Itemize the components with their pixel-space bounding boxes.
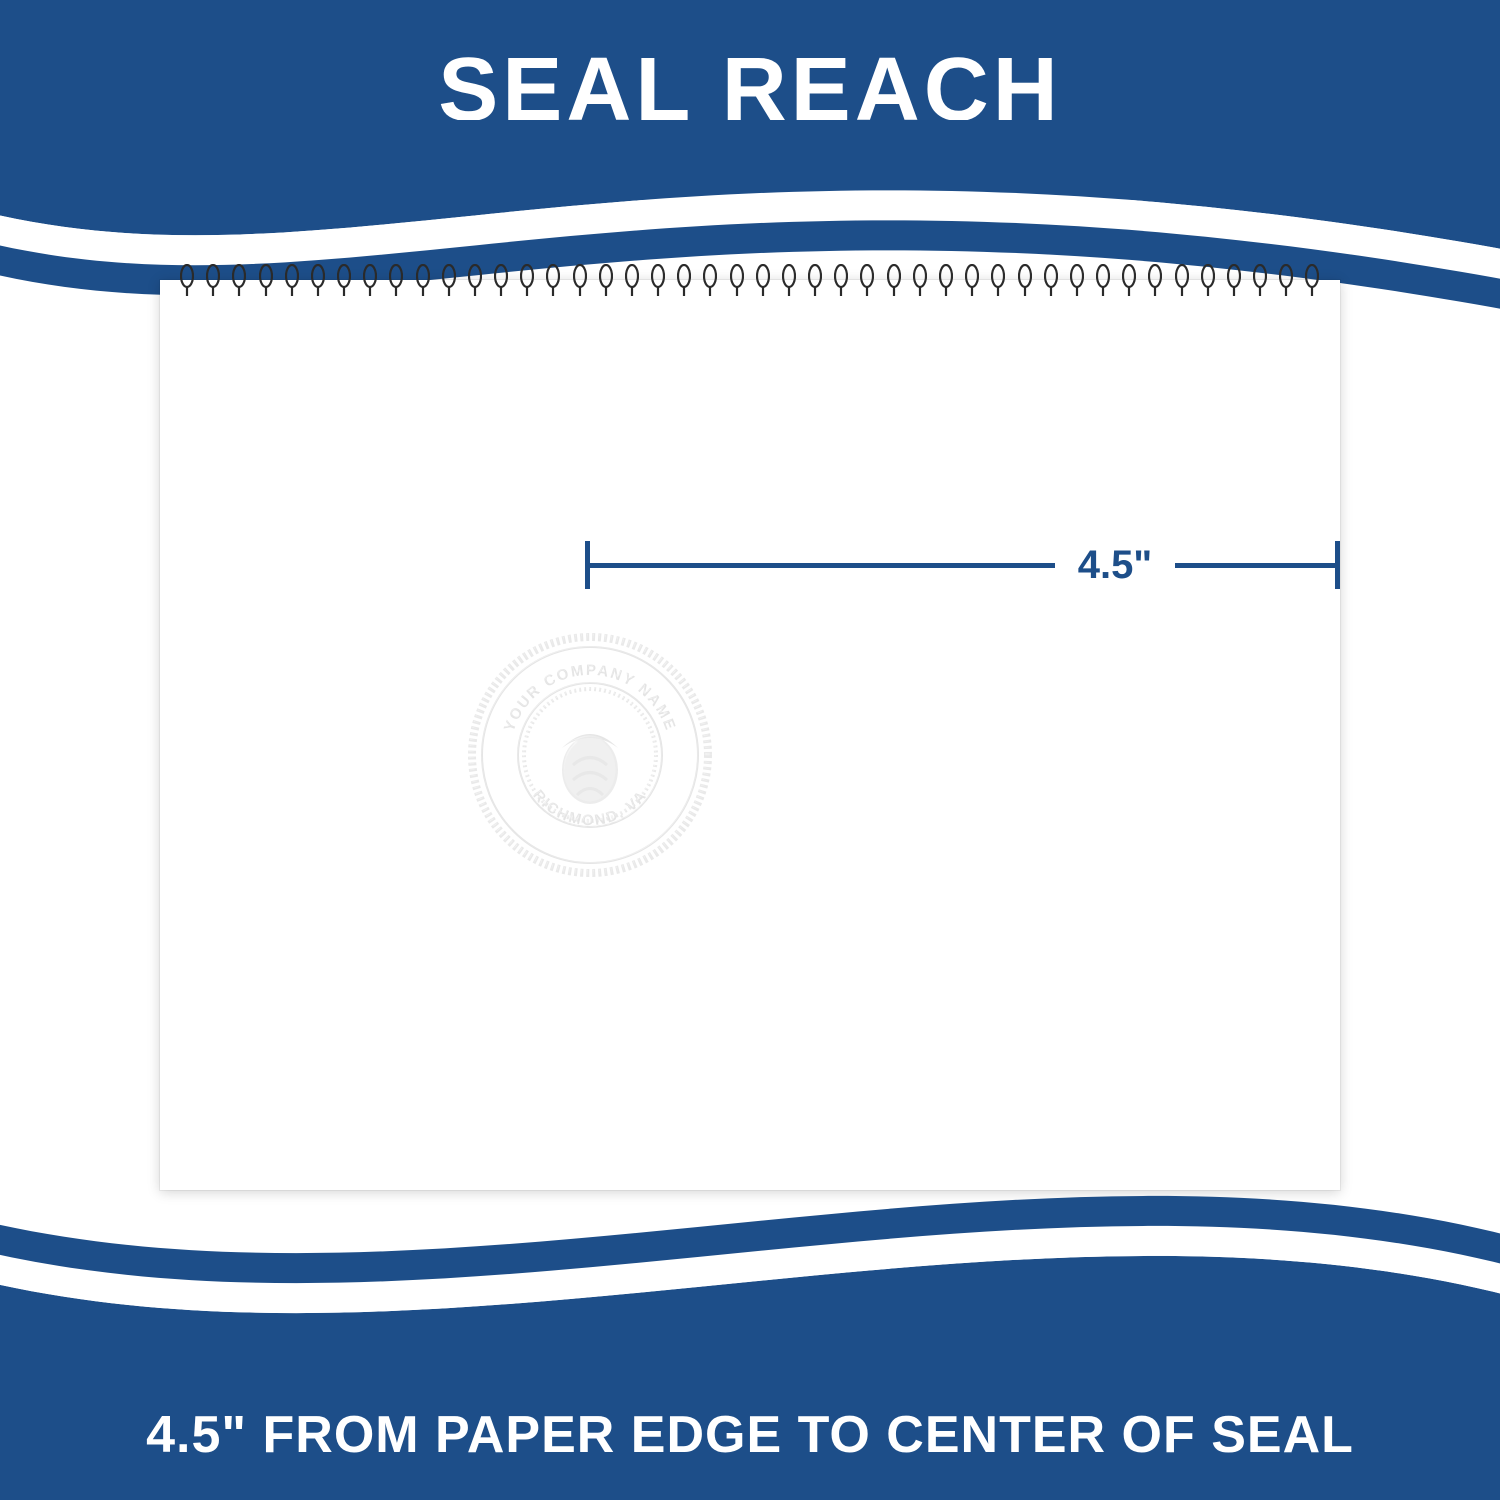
header-band: SEAL REACH: [0, 0, 1500, 200]
spiral-ring-icon: [782, 264, 796, 296]
measurement-line: [585, 563, 1340, 568]
spiral-ring-icon: [703, 264, 717, 296]
header-title: SEAL REACH: [438, 39, 1061, 142]
spiral-ring-icon: [1279, 264, 1293, 296]
svg-text:YOUR COMPANY NAME: YOUR COMPANY NAME: [501, 662, 679, 734]
spiral-ring-icon: [677, 264, 691, 296]
measurement-tick-left: [585, 541, 590, 589]
measurement-tick-right: [1335, 541, 1340, 589]
spiral-ring-icon: [363, 264, 377, 296]
seal-top-text: YOUR COMPANY NAME: [501, 662, 679, 734]
spiral-ring-icon: [389, 264, 403, 296]
spiral-ring-icon: [520, 264, 534, 296]
spiral-ring-icon: [756, 264, 770, 296]
embossed-seal: YOUR COMPANY NAME RICHMOND, VA: [465, 630, 715, 880]
spiral-ring-icon: [416, 264, 430, 296]
spiral-ring-icon: [1018, 264, 1032, 296]
spiral-ring-icon: [808, 264, 822, 296]
spiral-ring-icon: [285, 264, 299, 296]
spiral-ring-icon: [180, 264, 194, 296]
spiral-ring-icon: [625, 264, 639, 296]
footer-text: 4.5" FROM PAPER EDGE TO CENTER OF SEAL: [146, 1405, 1354, 1465]
spiral-ring-icon: [1044, 264, 1058, 296]
spiral-ring-icon: [1253, 264, 1267, 296]
spiral-ring-icon: [834, 264, 848, 296]
spiral-ring-icon: [1096, 264, 1110, 296]
spiral-ring-icon: [599, 264, 613, 296]
spiral-ring-icon: [1070, 264, 1084, 296]
spiral-ring-icon: [651, 264, 665, 296]
spiral-ring-icon: [1175, 264, 1189, 296]
measurement-label-box: 4.5": [1055, 543, 1175, 587]
spiral-ring-icon: [1122, 264, 1136, 296]
spiral-ring-icon: [913, 264, 927, 296]
spiral-ring-icon: [546, 264, 560, 296]
spiral-ring-icon: [232, 264, 246, 296]
spiral-ring-icon: [991, 264, 1005, 296]
spiral-ring-icon: [860, 264, 874, 296]
spiral-ring-icon: [442, 264, 456, 296]
spiral-ring-icon: [337, 264, 351, 296]
measurement-indicator: 4.5": [585, 535, 1340, 595]
spiral-binding: [180, 264, 1320, 296]
spiral-ring-icon: [573, 264, 587, 296]
spiral-ring-icon: [468, 264, 482, 296]
spiral-ring-icon: [939, 264, 953, 296]
spiral-ring-icon: [494, 264, 508, 296]
spiral-ring-icon: [1148, 264, 1162, 296]
spiral-ring-icon: [887, 264, 901, 296]
notepad: 4.5": [160, 280, 1340, 1190]
spiral-ring-icon: [1305, 264, 1319, 296]
spiral-ring-icon: [311, 264, 325, 296]
spiral-ring-icon: [1201, 264, 1215, 296]
spiral-ring-icon: [965, 264, 979, 296]
spiral-ring-icon: [259, 264, 273, 296]
spiral-ring-icon: [1227, 264, 1241, 296]
footer-band: 4.5" FROM PAPER EDGE TO CENTER OF SEAL: [0, 1330, 1500, 1500]
spiral-ring-icon: [206, 264, 220, 296]
measurement-label: 4.5": [1078, 543, 1153, 588]
spiral-ring-icon: [730, 264, 744, 296]
